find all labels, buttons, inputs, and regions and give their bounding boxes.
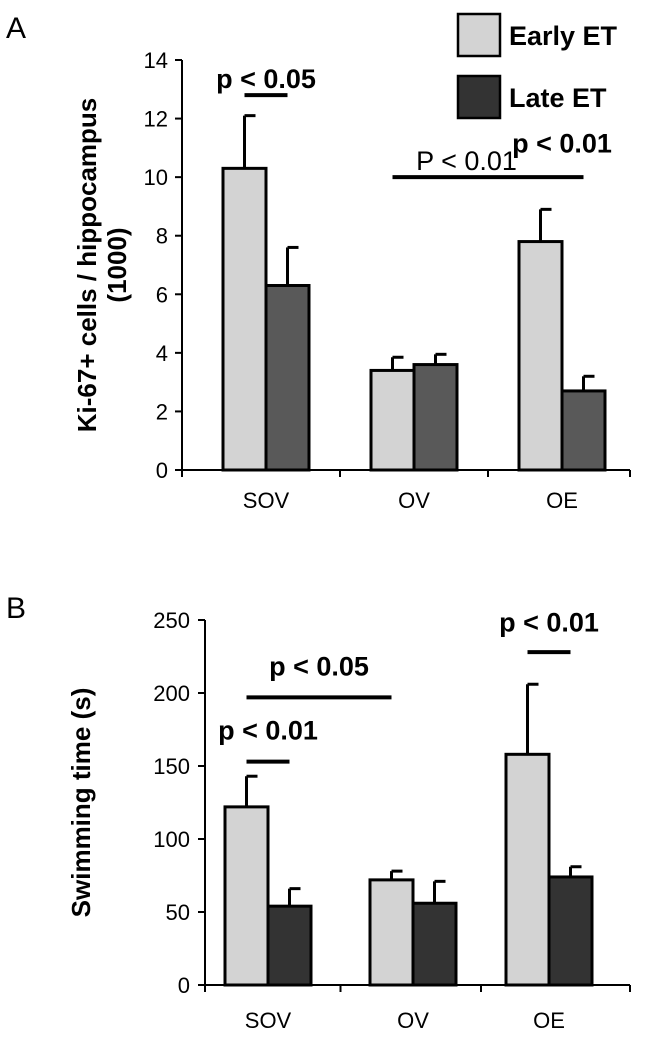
y-tick-label: 150 <box>153 754 190 779</box>
significance-label: p < 0.05 <box>269 651 369 681</box>
bar <box>266 904 313 987</box>
bar <box>560 389 607 472</box>
bar <box>264 284 311 472</box>
significance-label: P < 0.01 <box>416 146 517 176</box>
legend-swatch <box>456 12 502 58</box>
legend-label: Late ET <box>509 83 607 113</box>
y-tick-label: 100 <box>153 827 190 852</box>
x-category-label: OV <box>398 488 430 513</box>
y-tick-label: 6 <box>156 282 168 307</box>
legend-label: Early ET <box>509 21 618 51</box>
significance-label: p < 0.01 <box>499 608 599 638</box>
y-tick-label: 8 <box>156 224 168 249</box>
y-tick-label: 50 <box>166 900 190 925</box>
y-tick-label: 2 <box>156 399 168 424</box>
significance-label: p < 0.01 <box>218 716 318 746</box>
y-tick-label: 0 <box>178 973 190 998</box>
bar <box>504 752 551 987</box>
bar <box>517 240 564 472</box>
y-axis-label: Swimming time (s) <box>66 688 96 918</box>
bar <box>223 805 270 987</box>
bar <box>547 875 594 987</box>
bar <box>411 901 458 987</box>
y-tick-label: 4 <box>156 341 168 366</box>
bar <box>368 878 415 987</box>
significance-label: p < 0.01 <box>512 128 612 158</box>
legend-swatch <box>456 74 502 120</box>
bar <box>221 166 268 472</box>
panel-letter: A <box>6 12 26 45</box>
y-tick-label: 12 <box>144 107 168 132</box>
bar <box>412 363 459 472</box>
x-category-label: OE <box>546 488 578 513</box>
panel-letter: B <box>6 592 26 625</box>
y-tick-label: 0 <box>156 458 168 483</box>
y-axis-label: Ki-67+ cells / hippocampus <box>72 98 102 433</box>
y-tick-label: 10 <box>144 165 168 190</box>
x-category-label: SOV <box>243 488 290 513</box>
x-category-label: OE <box>533 1008 565 1033</box>
x-category-label: OV <box>397 1008 429 1033</box>
y-tick-label: 14 <box>144 48 168 73</box>
bar <box>369 368 416 472</box>
y-tick-label: 250 <box>153 608 190 633</box>
x-category-label: SOV <box>245 1008 292 1033</box>
y-tick-label: 200 <box>153 681 190 706</box>
significance-label: p < 0.05 <box>216 64 316 94</box>
y-axis-label: (1000) <box>102 227 132 302</box>
